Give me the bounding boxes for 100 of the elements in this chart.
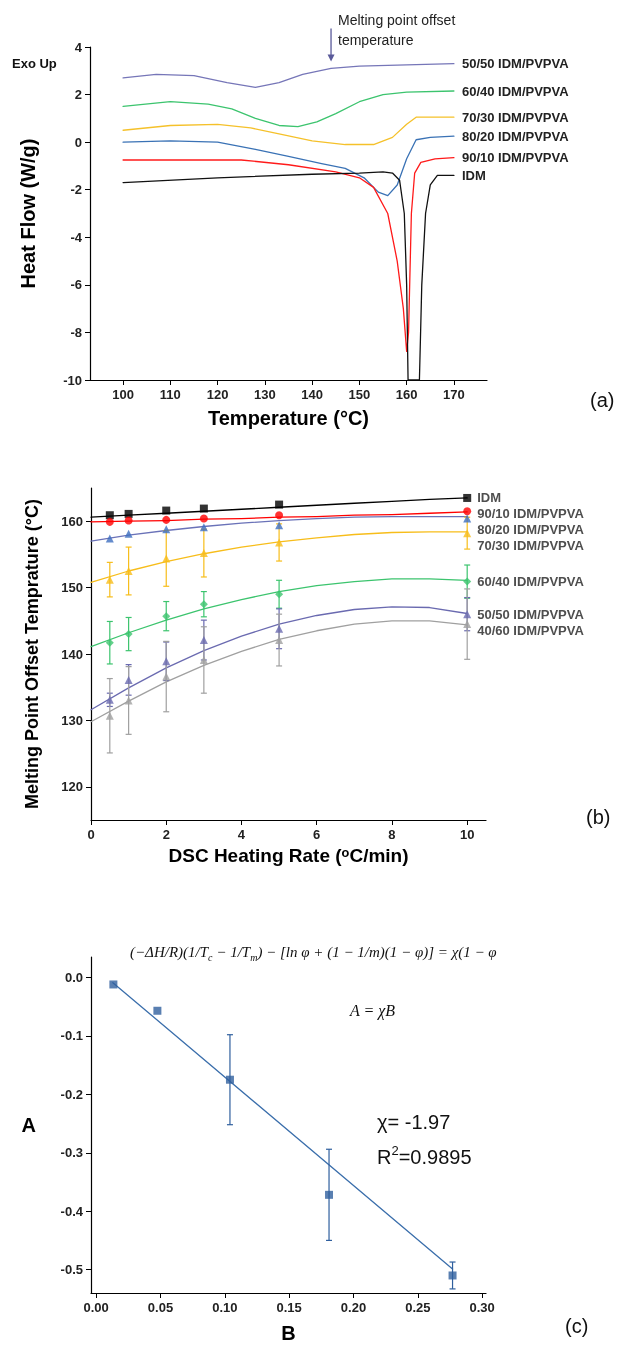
x-tick-label: 170: [443, 387, 465, 402]
line-series: [122, 90, 455, 128]
point: [124, 529, 133, 538]
x-axis-title: B: [281, 1322, 296, 1344]
point: [275, 500, 284, 509]
point: [105, 638, 114, 647]
y-tick-label: -0.4: [60, 1203, 84, 1219]
series-label: 80/20 IDM/PVPVA: [477, 522, 585, 538]
point: [124, 675, 133, 684]
y-tick-label: -0.2: [60, 1086, 83, 1102]
point: [162, 612, 171, 621]
point: [162, 515, 171, 524]
y-tick-label: -2: [70, 182, 82, 198]
y-axis-title: A: [21, 1114, 36, 1136]
series-label: 40/60 IDM/PVPVA: [477, 622, 585, 638]
point: [162, 506, 171, 515]
y-axis-title: Melting Point Offset Temprature (°C): [22, 499, 42, 809]
point: [105, 511, 114, 520]
point: [124, 516, 133, 525]
line-series: [122, 63, 455, 89]
series-label: IDM: [461, 167, 486, 183]
point: [153, 1006, 162, 1015]
annotation: Melting point offset temperature: [338, 12, 460, 49]
line-series: [122, 156, 455, 353]
x-tick-label: 0.30: [469, 1300, 495, 1315]
x-tick-label: 2: [162, 827, 170, 842]
line-series: [122, 116, 455, 146]
x-tick-label: 150: [348, 387, 371, 402]
x-tick-label: 160: [395, 387, 418, 402]
annotation: χ= -1.97: [377, 1111, 451, 1133]
y-tick-label: 120: [61, 779, 83, 795]
y-tick-label: -0.1: [60, 1028, 83, 1044]
x-tick-label: 0.10: [212, 1300, 238, 1315]
series-label: 70/30 IDM/PVPVA: [477, 538, 585, 554]
point: [124, 630, 133, 639]
text: (b): [586, 806, 611, 828]
point: [275, 590, 284, 599]
x-tick-label: 0.00: [83, 1300, 109, 1315]
point: [124, 509, 133, 518]
x-tick-label: 130: [254, 387, 276, 402]
point: [275, 624, 284, 633]
y-tick-label: -0.5: [60, 1262, 83, 1278]
series-label: 50/50 IDM/PVPVA: [477, 606, 585, 622]
y-tick-label: 140: [61, 646, 83, 662]
y-tick-label: -4: [70, 229, 83, 245]
annotation: A = χB: [349, 1001, 396, 1020]
text: (a): [590, 389, 615, 411]
x-tick-label: 8: [388, 827, 396, 842]
y-tick-label: 4: [74, 39, 83, 55]
point: [199, 600, 208, 609]
text: Exo Up: [12, 55, 57, 71]
x-tick-label: 0.05: [147, 1300, 174, 1315]
x-tick-label: 0.20: [340, 1300, 367, 1315]
x-tick-label: 0.15: [276, 1300, 302, 1315]
point: [325, 1190, 334, 1199]
series-label: IDM: [477, 490, 502, 506]
point: [105, 711, 114, 720]
x-tick-label: 0.25: [405, 1300, 431, 1315]
x-tick-label: 110: [159, 387, 181, 402]
x-tick-label: 100: [112, 387, 134, 402]
series-label: 60/40 IDM/PVPVA: [477, 574, 585, 590]
point: [463, 577, 472, 586]
y-tick-label: -0.3: [60, 1145, 83, 1161]
point: [199, 549, 208, 558]
series-label: 80/20 IDM/PVPVA: [461, 128, 570, 144]
x-tick-label: 4: [237, 827, 246, 842]
point: [105, 517, 114, 526]
y-tick-label: 160: [61, 513, 83, 529]
point: [124, 567, 133, 575]
x-axis-title: Temperature (°C): [208, 407, 369, 429]
y-tick-label: -6: [70, 277, 82, 293]
y-tick-label: 0: [74, 134, 82, 150]
series-label: 60/40 IDM/PVPVA: [461, 83, 570, 99]
text: (c): [565, 1315, 589, 1337]
series-label: 70/30 IDM/PVPVA: [461, 109, 570, 125]
y-tick-label: -8: [70, 324, 82, 340]
point: [199, 504, 208, 513]
series-label: 90/10 IDM/PVPVA: [461, 150, 570, 166]
line-series: [122, 135, 455, 197]
point: [463, 493, 472, 502]
x-tick-label: 10: [459, 827, 475, 842]
x-axis-title: DSC Heating Rate (ᵒC/min): [168, 845, 409, 866]
series-label: 50/50 IDM/PVPVA: [461, 56, 570, 72]
line-series: [122, 171, 455, 381]
point: [109, 980, 118, 989]
x-tick-label: 6: [313, 827, 321, 842]
point: [448, 1271, 457, 1280]
point: [199, 514, 208, 523]
y-tick-label: 2: [74, 87, 82, 103]
series-label: 90/10 IDM/PVPVA: [477, 506, 585, 522]
y-tick-label: 0.0: [64, 969, 83, 985]
point: [199, 636, 208, 645]
point: [275, 636, 284, 645]
y-axis-title: Heat Flow (W/g): [17, 138, 39, 289]
point: [225, 1075, 234, 1084]
y-tick-label: -10: [63, 372, 82, 388]
point: [105, 695, 114, 704]
x-tick-label: 120: [206, 387, 229, 402]
x-tick-label: 0: [87, 827, 95, 842]
y-tick-label: 150: [61, 580, 83, 596]
